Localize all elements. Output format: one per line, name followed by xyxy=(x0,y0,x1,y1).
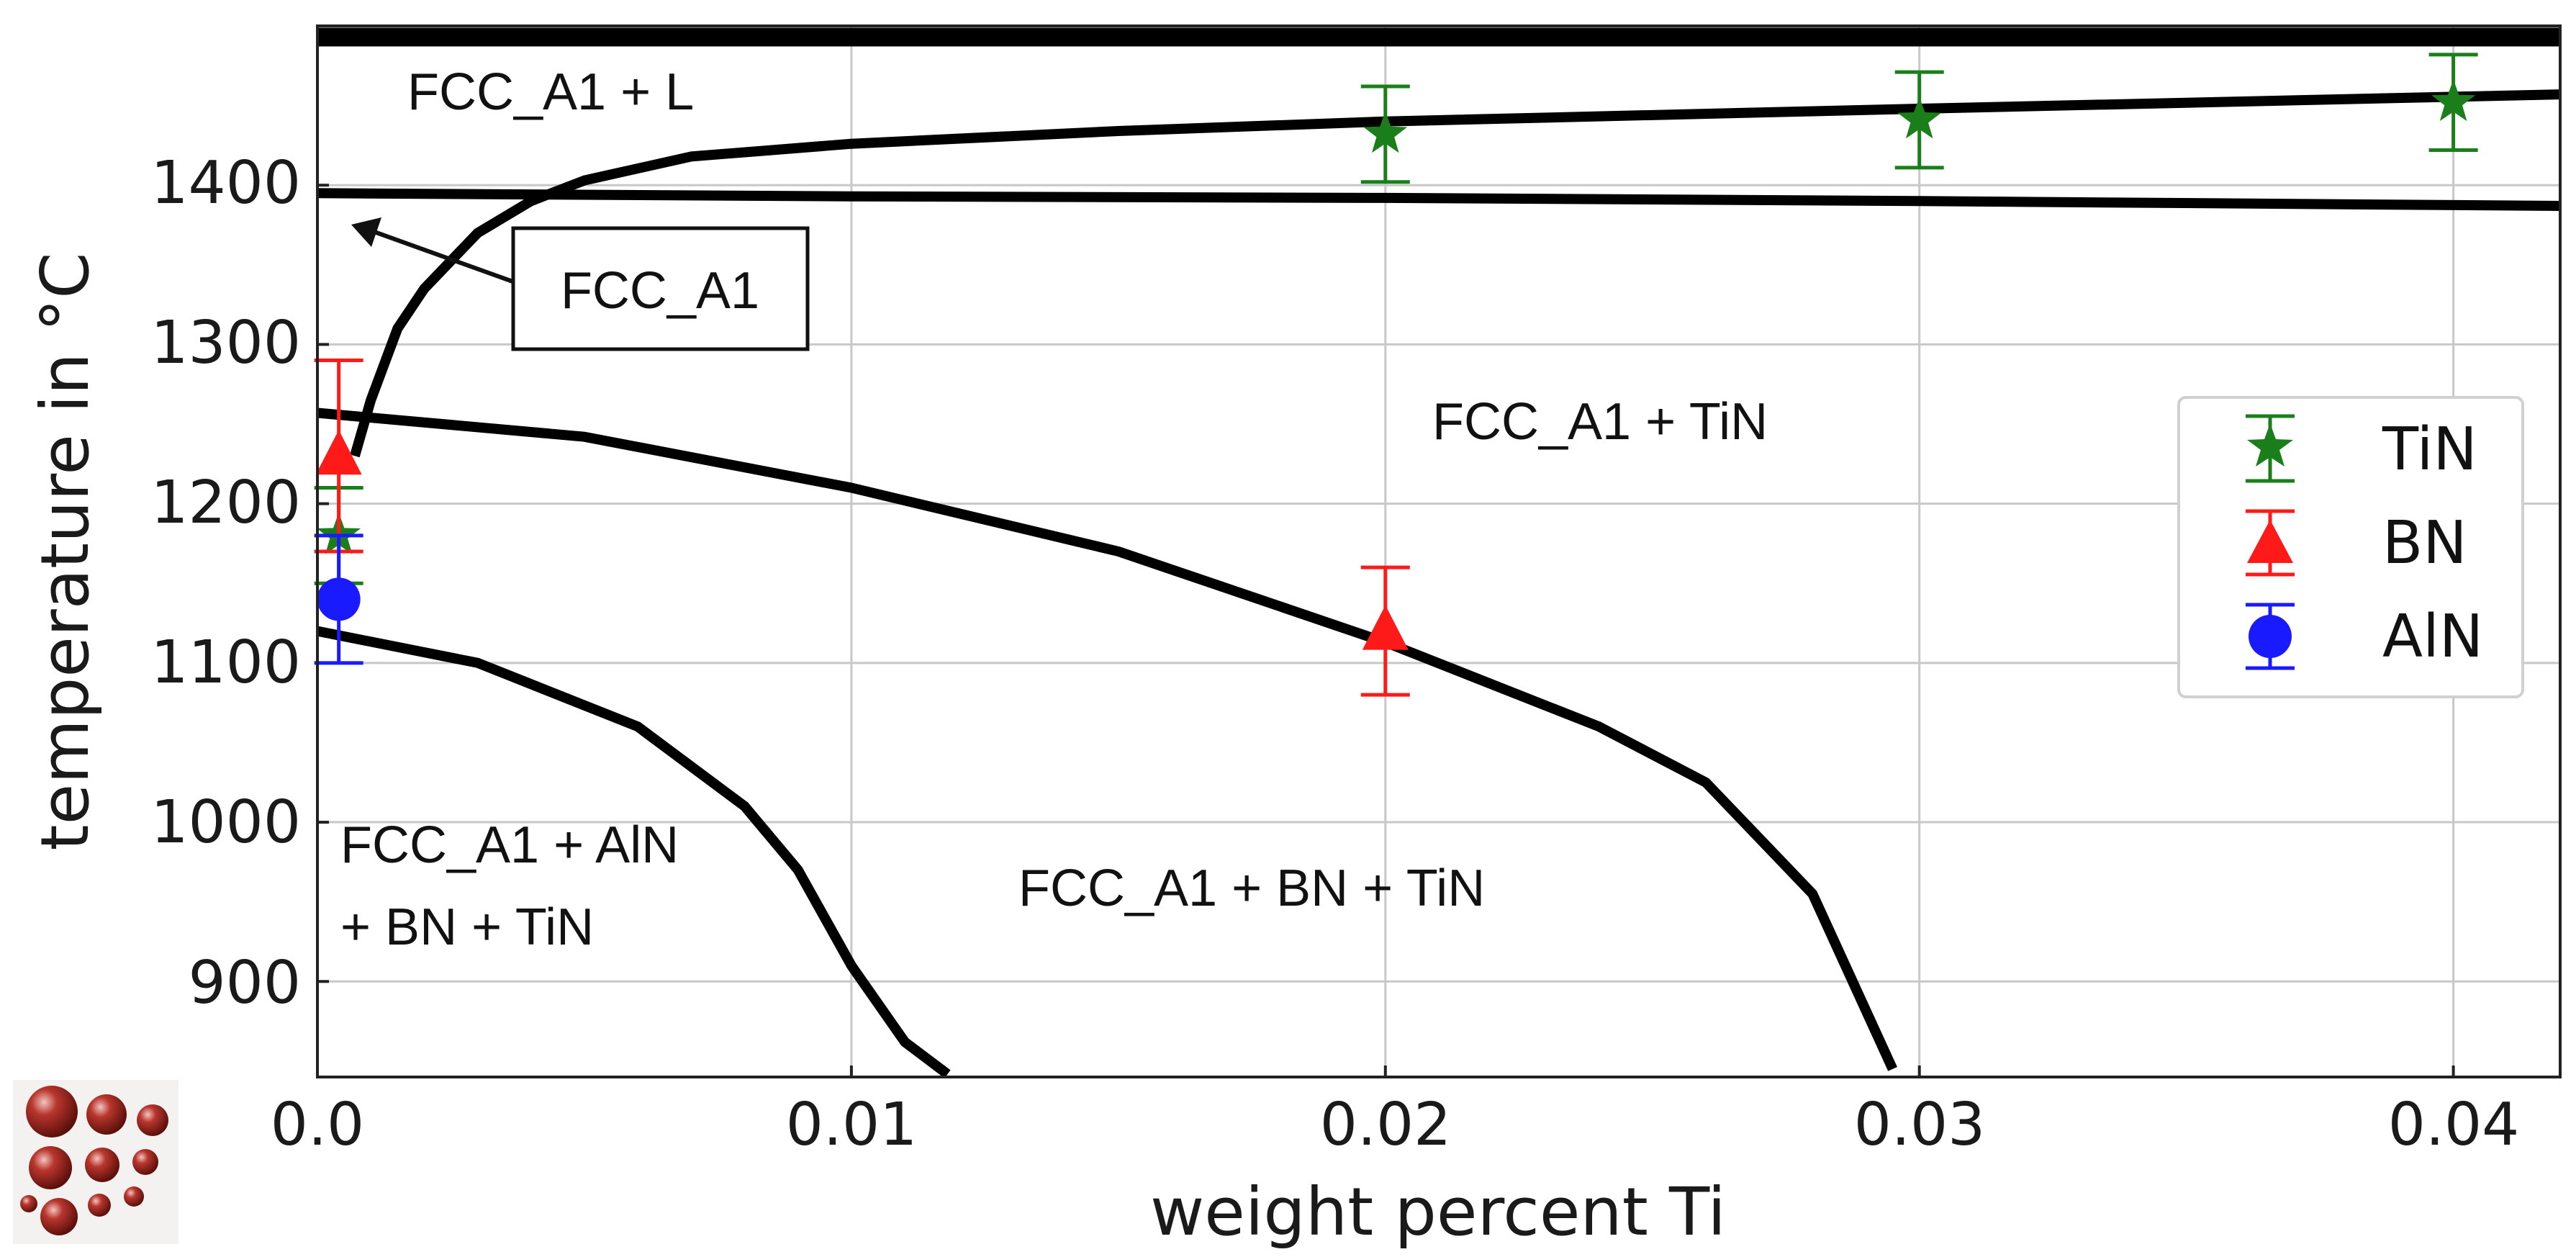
y-tick-labels: 900 1000 1100 1200 1300 1400 xyxy=(150,149,301,1017)
x-tick-label: 0.02 xyxy=(1320,1091,1452,1159)
aln-solvus-line xyxy=(316,626,951,1078)
tin-point xyxy=(1363,111,1408,153)
y-tick-label: 900 xyxy=(188,949,301,1017)
y-tick-label: 1400 xyxy=(150,149,301,217)
y-tick-label: 1300 xyxy=(150,309,301,377)
legend-entry-tin: TiN xyxy=(2246,414,2477,484)
bn-solvus-line xyxy=(317,407,1897,1071)
fcc-annotation-callout: FCC_A1 xyxy=(351,217,810,351)
bn-point xyxy=(1362,605,1409,650)
data-points xyxy=(314,53,2478,697)
y-tick-label: 1000 xyxy=(150,788,301,857)
legend-marker-aln-circle xyxy=(2249,615,2292,658)
callout-box xyxy=(511,226,810,351)
legend-entry-bn: BN xyxy=(2246,509,2467,577)
plot-frame xyxy=(316,24,2562,1078)
region-label-fcc-tin: FCC_A1 + TiN xyxy=(1432,393,1768,451)
legend-label-aln: AlN xyxy=(2382,603,2483,671)
region-label-fcc-box: FCC_A1 xyxy=(561,262,759,320)
region-label-fcc-l: FCC_A1 + L xyxy=(407,63,694,121)
tin-point xyxy=(1897,96,1942,139)
spheres-logo-icon xyxy=(13,1080,178,1244)
x-tick-label: 0.01 xyxy=(786,1091,918,1159)
tin-point xyxy=(2431,79,2476,122)
x-tick-labels: 0.0 0.01 0.02 0.03 0.04 xyxy=(271,1091,2520,1159)
y-tick-label: 1200 xyxy=(150,469,301,537)
legend: TiN BN AlN xyxy=(2177,396,2524,698)
y-tick-label: 1100 xyxy=(150,628,301,697)
legend-label-bn: BN xyxy=(2382,509,2467,577)
x-tick-label: 0.04 xyxy=(2388,1091,2520,1159)
callout-arrow-line xyxy=(373,230,516,284)
legend-entry-aln: AlN xyxy=(2246,603,2483,671)
legend-marker-bn-triangle xyxy=(2247,520,2293,563)
bn-point xyxy=(315,430,362,475)
callout-arrowhead xyxy=(351,217,381,247)
x-tick-label: 0.03 xyxy=(1854,1091,1986,1159)
legend-label-tin: TiN xyxy=(2382,415,2477,484)
region-label-fcc-bn-tin: FCC_A1 + BN + TiN xyxy=(1018,860,1485,917)
fcc-solidus-line xyxy=(317,188,2561,211)
y-axis-label: temperature in °C xyxy=(27,253,104,851)
x-axis-label: weight percent Ti xyxy=(1150,1173,1726,1251)
region-label-fcc-aln-bn-tin-line2: + BN + TiN xyxy=(340,898,594,956)
region-label-fcc-aln-bn-tin-line1: FCC_A1 + AlN xyxy=(340,816,679,874)
aln-point xyxy=(317,577,361,621)
legend-marker-tin-star xyxy=(2247,423,2293,467)
x-tick-label: 0.0 xyxy=(271,1091,364,1159)
